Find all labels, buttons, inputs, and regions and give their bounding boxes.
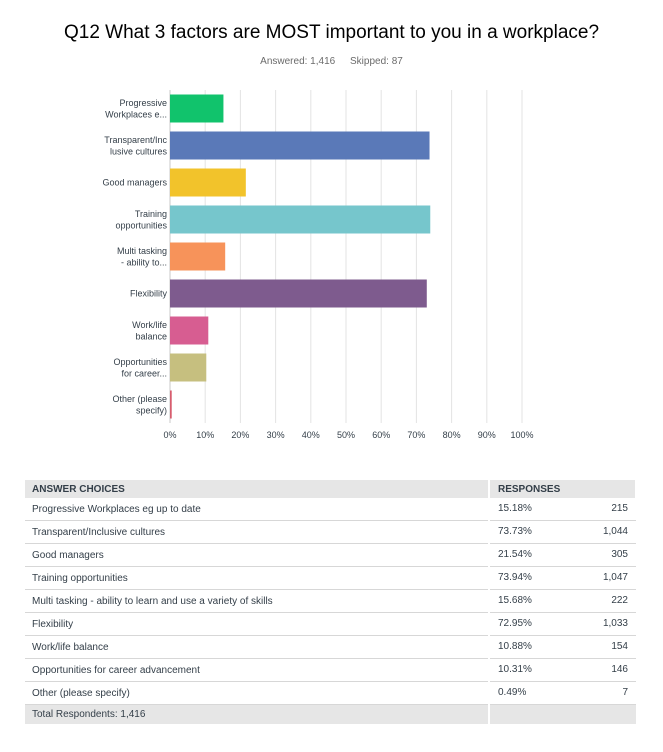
table-row: Progressive Workplaces eg up to date 15.1… (25, 498, 636, 521)
x-tick-label: 40% (302, 430, 320, 440)
table-row: Opportunities for career advancement 10.3… (25, 658, 636, 682)
page-title: Q12 What 3 factors are MOST important to… (63, 22, 600, 43)
answer-choice: Work/life balance (25, 635, 490, 659)
response-percent: 10.88% (489, 635, 568, 659)
bar (170, 168, 246, 197)
response-count: 1,044 (568, 520, 636, 544)
category-label: Flexibility (130, 289, 168, 299)
table-row: Flexibility 72.95% 1,033 (25, 612, 636, 636)
x-tick-label: 70% (407, 430, 425, 440)
bar (170, 131, 430, 160)
bar (170, 205, 431, 234)
answered-count: Answered: 1,416 (260, 56, 336, 67)
table-header-row: ANSWER CHOICES RESPONSES (25, 480, 637, 498)
category-label: opportunities (115, 220, 167, 230)
bar (170, 279, 427, 308)
response-count: 305 (568, 543, 636, 567)
answer-table: ANSWER CHOICES RESPONSES Progressive Wor… (25, 480, 637, 724)
answer-choices-header: ANSWER CHOICES (25, 480, 490, 498)
table-body: Progressive Workplaces eg up to date 15.1… (25, 498, 636, 724)
skipped-count: Skipped: 87 (350, 56, 403, 67)
x-tick-label: 20% (231, 430, 249, 440)
response-count: 7 (568, 681, 636, 705)
category-label: Workplaces e... (105, 109, 167, 119)
category-label: Training (135, 209, 167, 219)
bar (170, 242, 226, 271)
category-label: - ability to... (121, 257, 167, 267)
x-tick-label: 30% (267, 430, 285, 440)
category-label: balance (135, 331, 167, 341)
answer-choice: Flexibility (25, 612, 490, 636)
response-percent: 72.95% (489, 612, 568, 636)
total-blank (489, 704, 636, 724)
category-label: Good managers (102, 178, 167, 188)
total-row: Total Respondents: 1,416 (25, 704, 636, 724)
answer-choice: Opportunities for career advancement (25, 658, 490, 682)
response-count: 154 (568, 635, 636, 659)
bar (170, 316, 209, 345)
answer-choice: Training opportunities (25, 566, 490, 590)
response-percent: 10.31% (489, 658, 568, 682)
bar (170, 353, 207, 382)
category-label: specify) (136, 405, 167, 415)
category-label: Other (please (112, 394, 167, 404)
bar (170, 94, 224, 123)
category-label: Work/life (132, 320, 167, 330)
answer-choice: Progressive Workplaces eg up to date (25, 498, 490, 521)
chart-tick-labels: 0% 10% 20% 30% 40% 50% 60% 70% 80% 90% 100% (163, 430, 533, 440)
response-percent: 0.49% (489, 681, 568, 705)
response-percent: 15.18% (489, 498, 568, 521)
x-tick-label: 0% (163, 430, 176, 440)
response-summary: Answered: 1,416 Skipped: 87 (0, 56, 663, 67)
response-percent: 21.54% (489, 543, 568, 567)
answer-choice: Good managers (25, 543, 490, 567)
responses-header: RESPONSES (489, 480, 637, 498)
category-label: Progressive (119, 98, 167, 108)
category-label: Opportunities (113, 357, 167, 367)
response-percent: 73.94% (489, 566, 568, 590)
response-count: 222 (568, 589, 636, 613)
response-count: 146 (568, 658, 636, 682)
total-respondents: Total Respondents: 1,416 (25, 704, 490, 724)
category-label: lusive cultures (110, 146, 168, 156)
response-count: 215 (568, 498, 636, 521)
x-tick-label: 80% (443, 430, 461, 440)
x-tick-label: 60% (372, 430, 390, 440)
x-tick-label: 10% (196, 430, 214, 440)
response-count: 1,033 (568, 612, 636, 636)
x-tick-label: 100% (510, 430, 533, 440)
table-row: Work/life balance 10.88% 154 (25, 635, 636, 659)
table-row: Training opportunities 73.94% 1,047 (25, 566, 636, 590)
response-count: 1,047 (568, 566, 636, 590)
table-row: Good managers 21.54% 305 (25, 543, 636, 567)
x-tick-label: 50% (337, 430, 355, 440)
table-row: Multi tasking - ability to learn and use… (25, 589, 636, 613)
category-label: for career... (121, 368, 167, 378)
response-percent: 73.73% (489, 520, 568, 544)
answer-choice: Other (please specify) (25, 681, 490, 705)
answer-choice: Multi tasking - ability to learn and use… (25, 589, 490, 613)
bar (170, 390, 172, 419)
category-label: Multi tasking (117, 246, 167, 256)
x-tick-label: 90% (478, 430, 496, 440)
table-row: Other (please specify) 0.49% 7 (25, 681, 636, 705)
response-percent: 15.68% (489, 589, 568, 613)
table-row: Transparent/Inclusive cultures 73.73% 1,04… (25, 520, 636, 544)
chart-bars (170, 94, 431, 419)
category-label: Transparent/Inc (104, 135, 167, 145)
answer-choice: Transparent/Inclusive cultures (25, 520, 490, 544)
